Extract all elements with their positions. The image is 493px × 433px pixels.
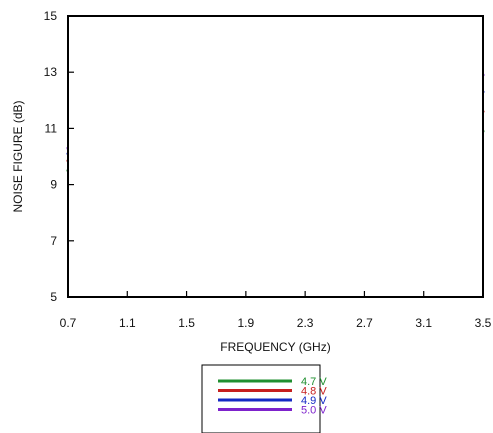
x-tick-label-6: 3.1 xyxy=(415,316,432,330)
y-tick-label-1: 7 xyxy=(50,234,57,248)
y-tick-label-4: 13 xyxy=(44,65,58,79)
legend-label-1: 4.8 V xyxy=(301,386,327,398)
x-tick-label-0: 0.7 xyxy=(60,316,77,330)
y-tick-label-0: 5 xyxy=(50,290,57,304)
y-tick-label-5: 15 xyxy=(44,9,58,23)
y-axis-label: NOISE FIGURE (dB) xyxy=(11,100,25,212)
x-tick-label-4: 2.3 xyxy=(297,316,314,330)
x-axis-label: FREQUENCY (GHz) xyxy=(220,340,330,354)
legend: 4.7 V4.8 V4.9 V5.0 V xyxy=(201,364,327,433)
axes-layer: 0.7 1.1 1.5 1.9 2.3 2.7 3.1 3.5 5 7 9 11 13 15 FREQUEN… xyxy=(11,9,492,354)
x-tick-label-3: 1.9 xyxy=(238,316,255,330)
x-tick-label-5: 2.7 xyxy=(356,316,373,330)
legend-label-2: 4.9 V xyxy=(301,395,327,407)
legend-label-3: 5.0 V xyxy=(301,405,327,417)
plot-frame xyxy=(67,15,484,298)
x-tick-label-1: 1.1 xyxy=(119,316,136,330)
y-tick-label-2: 9 xyxy=(50,178,57,192)
x-tick-label-7: 3.5 xyxy=(475,316,492,330)
y-tick-label-3: 11 xyxy=(45,121,58,135)
legend-label-0: 4.7 V xyxy=(301,376,327,388)
x-tick-label-2: 1.5 xyxy=(178,316,195,330)
